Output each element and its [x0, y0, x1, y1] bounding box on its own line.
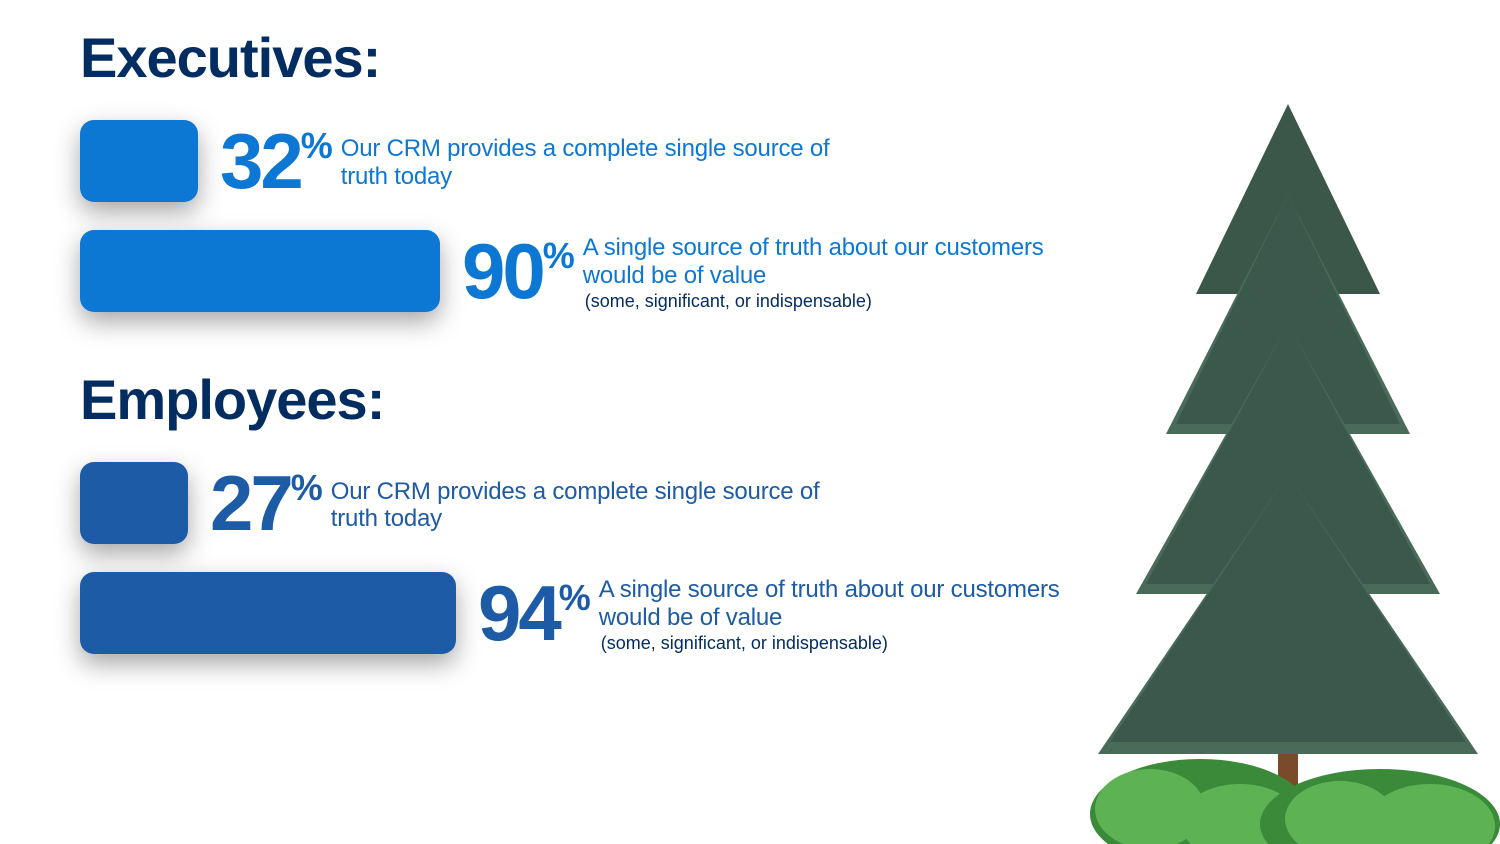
exec-desc-1: A single source of truth about our custo…	[583, 230, 1083, 312]
emp-pct-1-num: 94	[478, 569, 559, 657]
exec-bar-0	[80, 120, 198, 202]
emp-row-0: 27% Our CRM provides a complete single s…	[80, 462, 1180, 544]
section-title-employees: Employees:	[80, 367, 1180, 432]
emp-row-1: 94% A single source of truth about our c…	[80, 572, 1180, 654]
exec-desc-1-sub: (some, significant, or indispensable)	[585, 291, 1083, 312]
exec-desc-1-text: A single source of truth about our custo…	[583, 234, 1083, 289]
infographic-content: Executives: 32% Our CRM provides a compl…	[80, 25, 1180, 709]
exec-desc-0: Our CRM provides a complete single sourc…	[341, 131, 841, 190]
section-title-executives: Executives:	[80, 25, 1180, 90]
exec-row-0: 32% Our CRM provides a complete single s…	[80, 120, 1180, 202]
percent-sign-icon: %	[543, 235, 575, 276]
emp-bar-0	[80, 462, 188, 544]
exec-bar-1	[80, 230, 440, 312]
group-employees: Employees: 27% Our CRM provides a comple…	[80, 367, 1180, 654]
emp-desc-1-sub: (some, significant, or indispensable)	[601, 633, 1099, 654]
exec-row-1: 90% A single source of truth about our c…	[80, 230, 1180, 312]
emp-bar-1	[80, 572, 456, 654]
percent-sign-icon: %	[291, 467, 323, 508]
emp-pct-0: 27%	[210, 464, 323, 542]
group-executives: Executives: 32% Our CRM provides a compl…	[80, 25, 1180, 312]
exec-pct-1-num: 90	[462, 227, 543, 315]
exec-pct-0: 32%	[220, 122, 333, 200]
emp-desc-0: Our CRM provides a complete single sourc…	[331, 474, 831, 533]
emp-desc-0-text: Our CRM provides a complete single sourc…	[331, 478, 831, 533]
percent-sign-icon: %	[301, 125, 333, 166]
emp-pct-0-num: 27	[210, 459, 291, 547]
exec-desc-0-text: Our CRM provides a complete single sourc…	[341, 135, 841, 190]
tree-icon	[1080, 74, 1500, 844]
exec-pct-1: 90%	[462, 232, 575, 310]
emp-desc-1-text: A single source of truth about our custo…	[599, 576, 1099, 631]
percent-sign-icon: %	[559, 577, 591, 618]
emp-desc-1: A single source of truth about our custo…	[599, 572, 1099, 654]
exec-pct-0-num: 32	[220, 117, 301, 205]
emp-pct-1: 94%	[478, 574, 591, 652]
